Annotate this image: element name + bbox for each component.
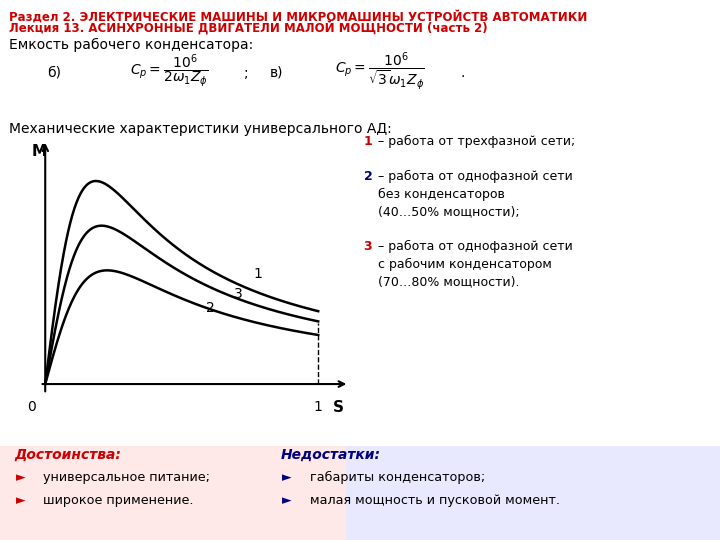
Text: Раздел 2. ЭЛЕКТРИЧЕСКИЕ МАШИНЫ И МИКРОМАШИНЫ УСТРОЙСТВ АВТОМАТИКИ: Раздел 2. ЭЛЕКТРИЧЕСКИЕ МАШИНЫ И МИКРОМА…: [9, 11, 588, 24]
Text: $C_p = \dfrac{10^6}{2\omega_1 Z_\phi}$: $C_p = \dfrac{10^6}{2\omega_1 Z_\phi}$: [130, 53, 209, 90]
Text: $C_p = \dfrac{10^6}{\sqrt{3}\omega_1 Z_\phi}$: $C_p = \dfrac{10^6}{\sqrt{3}\omega_1 Z_\…: [335, 51, 425, 93]
Text: малая мощность и пусковой момент.: малая мощность и пусковой момент.: [310, 494, 559, 507]
Text: .: .: [461, 66, 465, 80]
Text: S: S: [333, 400, 343, 415]
Text: с рабочим конденсатором: с рабочим конденсатором: [378, 258, 552, 271]
Text: Механические характеристики универсального АД:: Механические характеристики универсально…: [9, 122, 392, 136]
Bar: [0, 446, 346, 540]
Text: Достоинства:: Достоинства:: [14, 448, 121, 462]
Text: широкое применение.: широкое применение.: [43, 494, 194, 507]
Text: ►: ►: [16, 494, 25, 507]
Text: 0: 0: [27, 400, 35, 414]
Text: – работа от однофазной сети: – работа от однофазной сети: [378, 170, 572, 183]
Text: – работа от однофазной сети: – работа от однофазной сети: [378, 240, 572, 253]
Text: 2: 2: [206, 301, 215, 315]
Text: ►: ►: [16, 471, 25, 484]
Text: 3: 3: [364, 240, 372, 253]
Text: 3: 3: [234, 287, 243, 301]
Text: ;: ;: [244, 66, 248, 80]
Text: ►: ►: [282, 471, 292, 484]
Text: 1: 1: [364, 135, 372, 148]
Text: в): в): [270, 66, 284, 80]
Text: габариты конденсаторов;: габариты конденсаторов;: [310, 471, 485, 484]
Text: – работа от трехфазной сети;: – работа от трехфазной сети;: [378, 135, 575, 148]
Text: ►: ►: [282, 494, 292, 507]
Text: Емкость рабочего конденсатора:: Емкость рабочего конденсатора:: [9, 38, 253, 52]
Text: без конденсаторов: без конденсаторов: [378, 188, 505, 201]
Text: 1: 1: [314, 400, 323, 414]
Text: 1: 1: [253, 267, 262, 281]
Text: б): б): [47, 66, 60, 80]
Text: M: M: [31, 145, 46, 159]
Text: 2: 2: [364, 170, 372, 183]
Text: (40…50% мощности);: (40…50% мощности);: [378, 205, 520, 218]
Text: универсальное питание;: универсальное питание;: [43, 471, 210, 484]
Text: (70…80% мощности).: (70…80% мощности).: [378, 275, 520, 288]
Bar: [346, 446, 720, 540]
Text: Лекция 13. АСИНХРОННЫЕ ДВИГАТЕЛИ МАЛОЙ МОЩНОСТИ (часть 2): Лекция 13. АСИНХРОННЫЕ ДВИГАТЕЛИ МАЛОЙ М…: [9, 21, 488, 35]
Text: Недостатки:: Недостатки:: [281, 448, 381, 462]
